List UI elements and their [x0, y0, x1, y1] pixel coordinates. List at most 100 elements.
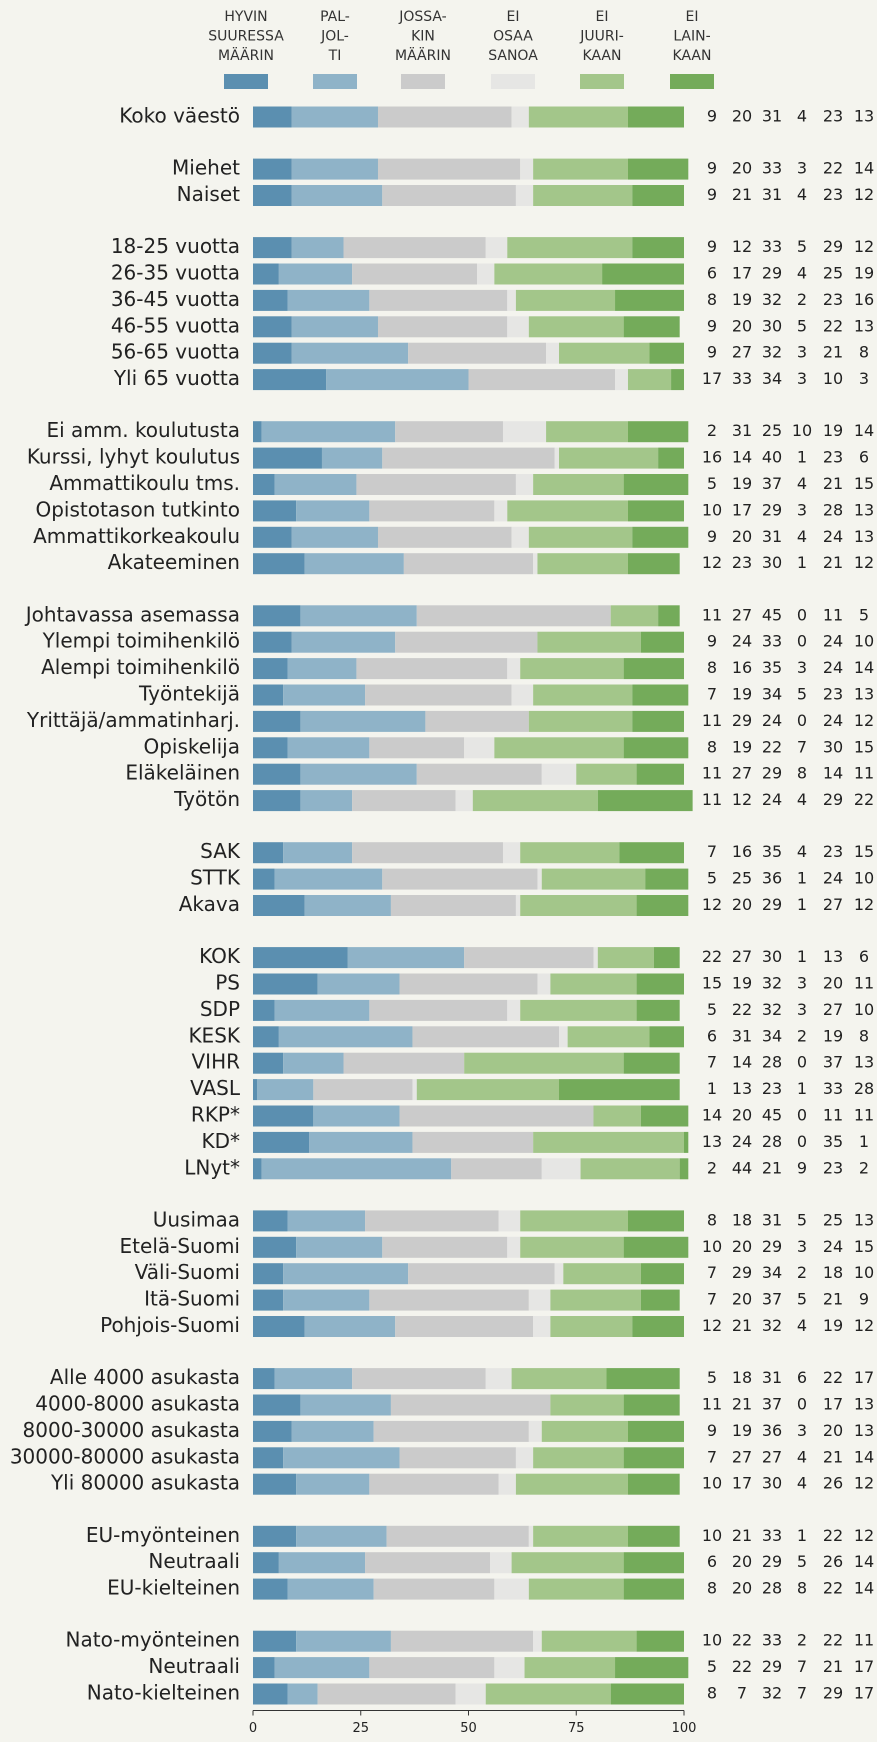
bar-segment [253, 1079, 258, 1101]
bar-segment [253, 737, 288, 759]
legend-label: PAL- JOL- TI [320, 9, 350, 64]
bar-segment [416, 1079, 560, 1101]
category-label: Ylempi toimihenkilö [42, 629, 240, 653]
legend-swatch [224, 74, 268, 89]
value-label: 34 [762, 369, 782, 388]
bar-segment [623, 1236, 689, 1258]
bar-segment [253, 1026, 279, 1048]
value-label: 25 [823, 264, 843, 283]
bar-segment [274, 868, 383, 890]
bar-segment [627, 1473, 680, 1495]
bar-segment [253, 1289, 284, 1311]
bar-segment [520, 1210, 628, 1232]
value-label: 22 [762, 737, 782, 756]
value-label: 16 [732, 658, 752, 677]
bar-segment [520, 999, 637, 1021]
bar-segment [369, 737, 465, 759]
value-label: 20 [732, 316, 752, 335]
value-label: 10 [702, 1526, 722, 1545]
legend-label: EI JUURI- KAAN [579, 9, 624, 64]
category-label: Nato-myönteinen [66, 1628, 240, 1652]
bar-segment [451, 1158, 542, 1180]
bar-segment [528, 710, 633, 732]
category-label: Ammattikorkeakoulu [33, 524, 240, 548]
value-label: 1 [797, 553, 807, 572]
bar-segment [502, 842, 521, 864]
bar-segment [253, 1131, 310, 1153]
value-label: 20 [732, 1237, 752, 1256]
bar-segment [597, 947, 654, 969]
bar-segment [253, 185, 292, 206]
bar-segment [455, 1683, 486, 1705]
value-label: 11 [702, 790, 722, 809]
value-label: 9 [797, 1158, 807, 1177]
bar-segment [658, 447, 684, 469]
value-label: 21 [732, 1526, 752, 1545]
value-label: 8 [707, 1579, 717, 1598]
value-label: 3 [797, 159, 807, 178]
bar-segment [615, 1657, 689, 1679]
category-label: Yli 80000 asukasta [50, 1471, 240, 1495]
bar-segment [343, 237, 486, 259]
value-label: 16 [732, 842, 752, 861]
category-label: Työntekijä [138, 682, 240, 706]
bar-segment [653, 947, 680, 969]
bar-segment [369, 289, 508, 311]
value-label: 19 [732, 685, 752, 704]
bar-segment [533, 185, 633, 206]
bar-segment [300, 710, 426, 732]
bar-segment [291, 631, 396, 653]
bar-segment [636, 973, 684, 995]
bar-segment [261, 421, 396, 443]
bar-segment [494, 737, 624, 759]
value-label: 9 [707, 107, 717, 126]
bar-segment [593, 947, 598, 969]
bar-segment [533, 474, 624, 495]
legend-line: HYVIN [224, 9, 267, 25]
bar-segment [537, 553, 628, 575]
category-label: Itä-Suomi [144, 1287, 240, 1311]
value-label: 2 [859, 1158, 869, 1177]
bar-segment [627, 158, 689, 180]
category-label: KD* [201, 1129, 240, 1153]
value-label: 4 [797, 264, 807, 283]
value-label: 3 [797, 1421, 807, 1440]
value-label: 0 [797, 1106, 807, 1125]
bar-segment [253, 263, 279, 285]
value-label: 3 [797, 369, 807, 388]
category-label: 56-65 vuotta [111, 340, 240, 364]
value-label: 12 [854, 1526, 874, 1545]
bar-segment [507, 316, 529, 338]
value-label: 25 [823, 1210, 843, 1229]
value-label: 37 [823, 1053, 843, 1072]
bar-segment [412, 1079, 417, 1101]
bar-segment [593, 1105, 641, 1127]
value-label: 12 [854, 185, 874, 204]
value-label: 7 [707, 1290, 717, 1309]
bar-segment [356, 474, 516, 495]
bar-segment [253, 842, 284, 864]
bar-segment [679, 1158, 689, 1180]
value-label: 24 [823, 632, 843, 651]
value-label: 23 [823, 842, 843, 861]
value-label: 4 [797, 527, 807, 546]
bar-segment [365, 1552, 491, 1574]
value-label: 20 [732, 1106, 752, 1125]
value-label: 19 [732, 974, 752, 993]
value-label: 13 [854, 316, 874, 335]
value-label: 12 [854, 711, 874, 730]
bar-segment [425, 710, 529, 732]
value-label: 31 [762, 185, 782, 204]
value-label: 18 [732, 1368, 752, 1387]
bar-segment [399, 1447, 516, 1469]
value-label: 13 [702, 1132, 722, 1151]
bar-segment [640, 1263, 684, 1285]
value-label: 2 [797, 1631, 807, 1650]
bar-segment [507, 1236, 521, 1258]
value-label: 33 [762, 632, 782, 651]
value-label: 35 [762, 842, 782, 861]
value-label: 2 [797, 290, 807, 309]
value-label: 5 [797, 1290, 807, 1309]
bar-segment [278, 1026, 413, 1048]
bar-segment [507, 500, 628, 522]
